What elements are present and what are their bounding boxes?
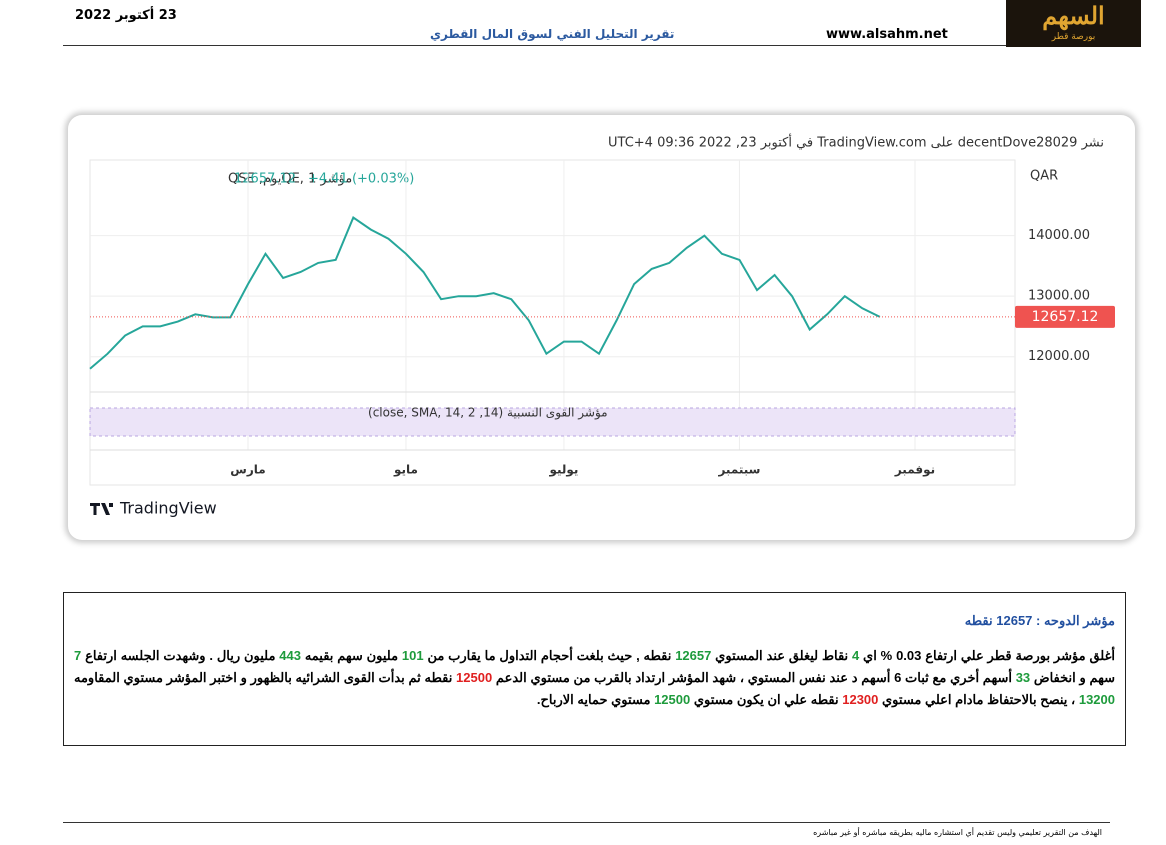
x-tick-label: سبتمبر (717, 463, 760, 477)
last-price: 12657.12 (234, 172, 296, 187)
change: +4.41 (+0.03%) (308, 172, 414, 187)
logo-sub: بورصة قطر (1051, 32, 1096, 42)
plot-frame (89, 159, 1016, 486)
report-run: 33 (1015, 670, 1031, 685)
report-run: 443 (279, 648, 301, 663)
report-title: تقرير التحليل الفني لسوق المال القطري (430, 27, 675, 41)
y-tick-label: 12000.00 (1028, 349, 1090, 364)
published: نشر decentDove28029 على TradingView.com … (608, 134, 1104, 151)
report-run: أغلق مؤشر بورصة قطر علي ارتفاع (921, 648, 1116, 663)
report-heading: مؤشر الدوحه : 12657 نقطه (964, 613, 1115, 628)
y-tick-label: 13000.00 (1028, 289, 1090, 304)
report-run: مليون ريال . وشهدت الجلسه ارتفاع (81, 648, 280, 663)
report-run: مستوي حمايه الارباح. (536, 692, 655, 707)
report-run: سهم و انخفاض (1030, 670, 1116, 685)
report-run: 7 (74, 648, 82, 663)
report-run: 101 (401, 648, 424, 663)
report-run: ، ينصح بالاحتفاظ مادام اعلي مستوي (878, 692, 1079, 707)
report-run: نقطه علي ان يكون مستوي (690, 692, 843, 707)
price-line (89, 215, 881, 370)
footer-rule (63, 822, 1110, 823)
report-date: 23 أكتوبر 2022 (75, 8, 177, 23)
indicator-label: مؤشر القوى النسبية (14, close, SMA, 14, … (368, 406, 608, 421)
chart: نشر decentDove28029 على TradingView.com … (89, 134, 1115, 518)
symbol: مؤشر QE, 1يوم, QSE (228, 172, 352, 187)
price-tag-bg (1015, 305, 1115, 328)
y-tick-label: 14000.00 (1028, 228, 1090, 243)
report-run: 12657 (675, 648, 712, 663)
site: www.alsahm.net (826, 27, 948, 42)
report-run: 12500 (456, 670, 493, 685)
report-run: أسهم أخري مع ثبات (901, 670, 1016, 685)
brand: TradingView (119, 499, 217, 518)
report-run: اي (859, 648, 881, 663)
rsi-band (89, 407, 1016, 437)
currency: QAR (1030, 169, 1058, 184)
report-box: مؤشر الدوحه : 12657 نقطه أغلق مؤشر بورصة… (63, 592, 1126, 746)
report-run: 4 (851, 648, 860, 663)
report-run: نقطه ثم بدأت القوى الشرائيه بالظهور و اخ… (74, 670, 457, 685)
report-run: أسهم د عند نفس المستوي ، شهد المؤشر ارتد… (492, 670, 895, 685)
report-paragraph: أغلق مؤشر بورصة قطر علي ارتفاع 0.03 % اي… (74, 645, 1115, 711)
report-run: مليون سهم بقيمه (300, 648, 402, 663)
price-tag: 12657.12 (1032, 309, 1099, 325)
chart-card: نشر decentDove28029 على TradingView.com … (68, 115, 1135, 540)
report-run: 12500 (654, 692, 691, 707)
x-tick-label: مايو (393, 463, 418, 478)
x-tick-label: مارس (230, 463, 265, 477)
x-tick-label: نوفمبر (894, 463, 935, 478)
report-run: 6 (894, 670, 902, 685)
report-run: نقاط ليغلق عند المستوي (711, 648, 852, 663)
header-rule (63, 45, 1008, 46)
report-run: 0.03 % (880, 648, 922, 663)
brand-logo (90, 503, 113, 515)
logo: السهم بورصة قطر (1006, 0, 1141, 47)
report-run: نقطه , حيث بلغت أحجام التداول ما يقارب م… (423, 648, 676, 663)
disclaimer: الهدف من التقرير تعليمي وليس تقديم أي اس… (813, 828, 1102, 837)
logo-text: السهم (1042, 1, 1105, 30)
report-run: 12300 (842, 692, 879, 707)
x-tick-label: يوليو (548, 463, 578, 478)
report-run: 13200 (1078, 692, 1115, 707)
